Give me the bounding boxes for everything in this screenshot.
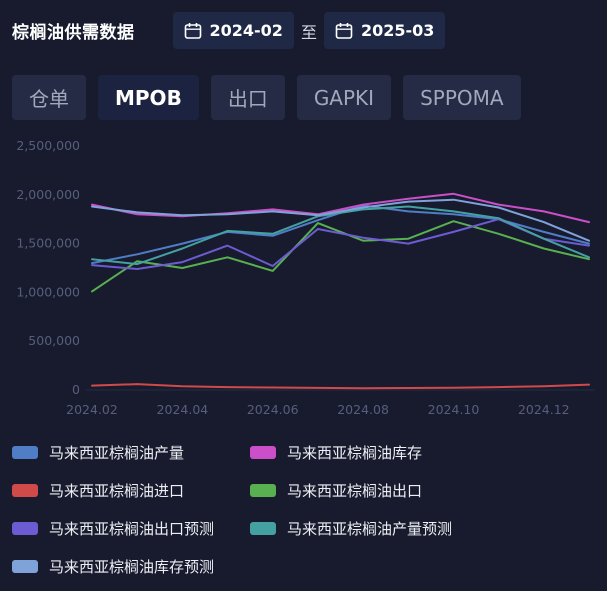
svg-text:2,500,000: 2,500,000 — [16, 138, 80, 153]
source-tabs: 仓单 MPOB 出口 GAPKI SPPOMA — [0, 75, 607, 120]
svg-text:2,000,000: 2,000,000 — [16, 187, 80, 202]
legend-item-production[interactable]: 马来西亚棕榈油产量 — [12, 442, 250, 463]
legend-label: 马来西亚棕榈油产量 — [49, 444, 185, 462]
tab-sppoma[interactable]: SPPOMA — [403, 75, 521, 120]
end-date-value: 2025-03 — [360, 21, 435, 40]
legend-label: 马来西亚棕榈油出口 — [287, 482, 423, 500]
chart-legend: 马来西亚棕榈油产量 马来西亚棕榈油库存 马来西亚棕榈油进口 马来西亚棕榈油出口 … — [0, 424, 607, 577]
calendar-icon — [335, 22, 353, 40]
legend-swatch — [12, 522, 38, 535]
svg-text:2024.06: 2024.06 — [247, 402, 299, 417]
tab-warehouse-receipt[interactable]: 仓单 — [12, 75, 86, 120]
legend-item-inventory[interactable]: 马来西亚棕榈油库存 — [250, 442, 595, 463]
svg-text:2024.02: 2024.02 — [66, 402, 118, 417]
svg-text:0: 0 — [72, 382, 80, 397]
legend-label: 马来西亚棕榈油产量预测 — [287, 520, 453, 538]
legend-item-production-forecast[interactable]: 马来西亚棕榈油产量预测 — [250, 518, 595, 539]
calendar-icon — [184, 22, 202, 40]
chart-canvas: 0 500,000 1,000,000 1,500,000 2,000,000 2,500… — [16, 138, 595, 417]
tab-mpob[interactable]: MPOB — [98, 75, 199, 120]
legend-label: 马来西亚棕榈油库存预测 — [49, 558, 215, 576]
legend-swatch — [250, 484, 276, 497]
legend-swatch — [12, 560, 38, 573]
legend-label: 马来西亚棕榈油进口 — [49, 482, 185, 500]
tab-export[interactable]: 出口 — [210, 75, 285, 120]
legend-swatch — [250, 446, 276, 459]
svg-text:500,000: 500,000 — [28, 333, 80, 348]
legend-swatch — [12, 484, 38, 497]
svg-text:2024.10: 2024.10 — [428, 402, 480, 417]
date-range-separator: 至 — [300, 22, 317, 42]
svg-text:2024.12: 2024.12 — [518, 402, 570, 417]
page-title: 棕榈油供需数据 — [12, 23, 135, 43]
legend-item-import[interactable]: 马来西亚棕榈油进口 — [12, 480, 250, 501]
legend-label: 马来西亚棕榈油出口预测 — [49, 520, 215, 538]
svg-text:1,500,000: 1,500,000 — [16, 236, 80, 251]
svg-text:2024.08: 2024.08 — [337, 402, 389, 417]
legend-swatch — [250, 522, 276, 535]
legend-swatch — [12, 446, 38, 459]
legend-item-export[interactable]: 马来西亚棕榈油出口 — [250, 480, 595, 501]
end-date-picker[interactable]: 2025-03 — [323, 12, 446, 49]
header: 棕榈油供需数据 2024-02 至 — [0, 0, 607, 49]
legend-item-export-forecast[interactable]: 马来西亚棕榈油出口预测 — [12, 518, 250, 539]
svg-text:1,000,000: 1,000,000 — [16, 284, 80, 299]
tab-gapki[interactable]: GAPKI — [296, 75, 392, 120]
start-date-value: 2024-02 — [209, 21, 283, 40]
start-date-picker[interactable]: 2024-02 — [172, 12, 294, 49]
svg-text:2024.04: 2024.04 — [157, 402, 209, 417]
legend-item-inventory-forecast[interactable]: 马来西亚棕榈油库存预测 — [12, 556, 250, 577]
legend-label: 马来西亚棕榈油库存 — [287, 444, 423, 462]
supply-demand-chart: 0 500,000 1,000,000 1,500,000 2,000,000 2,500… — [0, 124, 607, 424]
